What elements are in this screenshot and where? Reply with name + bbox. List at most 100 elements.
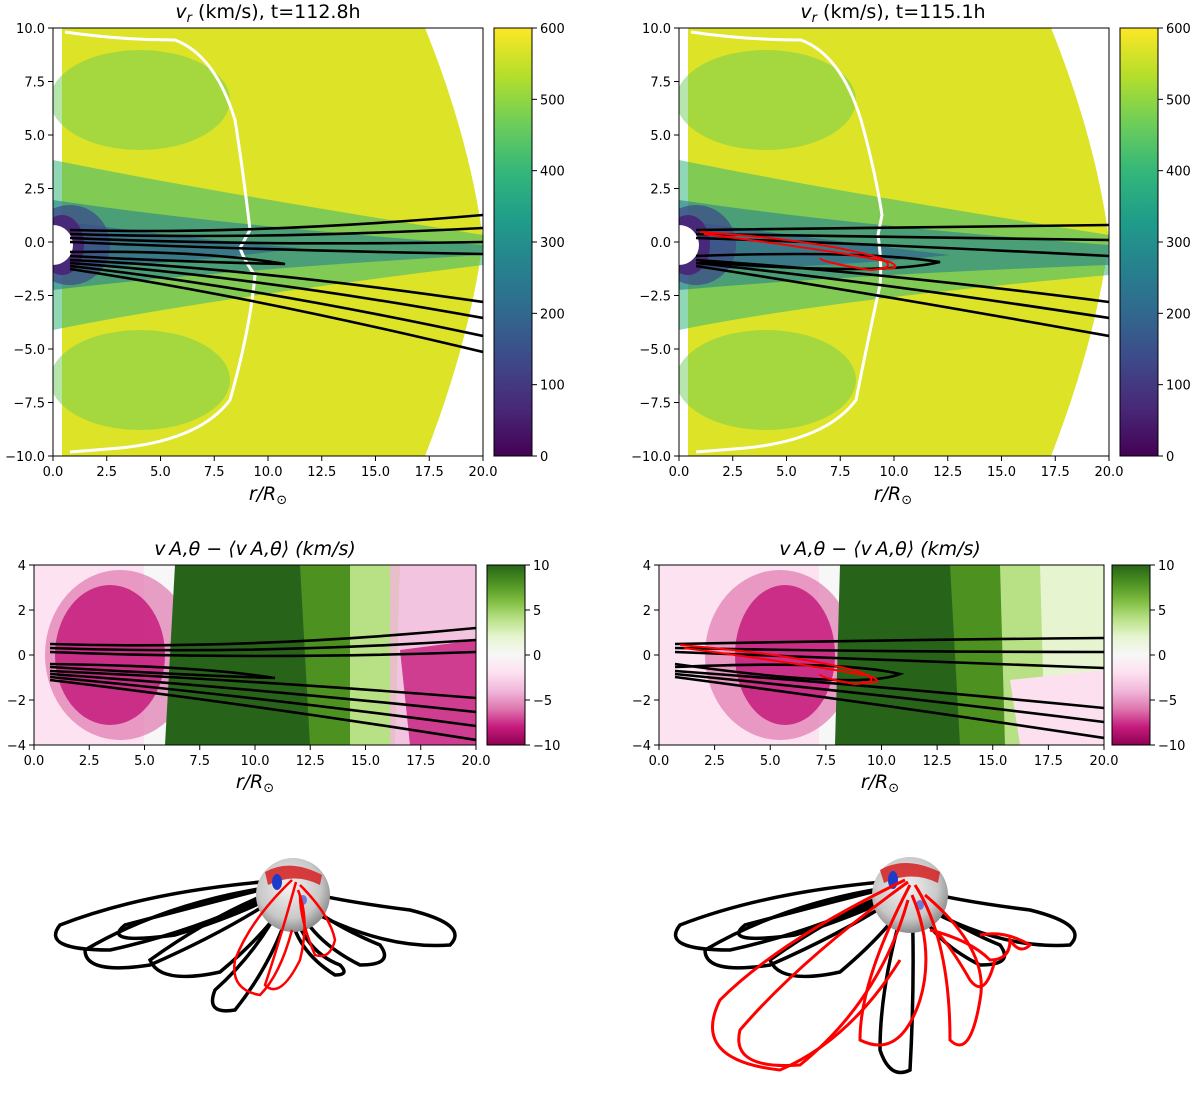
colorbar: 600 500 400 300 200 100 0 (1119, 22, 1191, 465)
colorbar: 10 5 0 −5 −10 (1111, 559, 1185, 754)
x-tick-label: 17.5 (415, 465, 444, 480)
colorbar-tick-label: 200 (1166, 307, 1191, 322)
y-tick-label: 10.0 (642, 22, 671, 37)
panel-vr-t115: vr (km/s), t=115.1h (631, 1, 1191, 508)
flux-rope-lines (679, 644, 879, 686)
y-tick-label: 0 (643, 649, 651, 664)
x-tick-label: 0.0 (24, 754, 45, 769)
y-tick-label: −4 (632, 739, 651, 754)
x-tick-label: 15.0 (978, 754, 1007, 769)
x-tick-label: 20.0 (1095, 465, 1124, 480)
y-tick-label: −5.0 (639, 343, 671, 358)
y-tick-label: 0.0 (24, 236, 45, 251)
x-tick-label: 20.0 (462, 754, 491, 769)
x-tick-label: 0.0 (649, 754, 670, 769)
x-tick-label: 20.0 (1090, 754, 1119, 769)
y-tick-label: 0.0 (650, 236, 671, 251)
y-ticks: 10.0 7.5 5.0 2.5 0.0 −2.5 −5.0 −7.5 −10.0 (631, 22, 679, 465)
x-tick-label: 15.0 (987, 465, 1016, 480)
x-tick-label: 12.5 (307, 465, 336, 480)
y-tick-label: 4 (643, 559, 651, 574)
red-flux-rope-loops (233, 879, 337, 997)
red-flux-rope-loops (711, 878, 1033, 1072)
x-ticks: 0.0 2.5 5.0 7.5 10.0 12.5 15.0 17.5 20.0 (43, 456, 497, 480)
colorbar: 600 500 400 300 200 100 0 (493, 22, 565, 465)
x-tick-label: 2.5 (96, 465, 117, 480)
y-ticks: 4 2 0 −2 −4 (632, 559, 659, 754)
x-ticks: 0.0 2.5 5.0 7.5 10.0 12.5 15.0 17.5 20.0 (649, 745, 1119, 769)
colorbar-tick-label: 5 (533, 604, 541, 619)
panel-va-theta-left: v A,θ − ⟨v A,θ⟩ (km/s) 0.0 2.5 5.0 (7, 538, 561, 796)
y-tick-label: 2.5 (24, 183, 45, 198)
field-lines (674, 636, 1104, 740)
y-tick-label: 10.0 (16, 22, 45, 37)
colorbar-tick-label: 5 (1158, 604, 1166, 619)
separatrix-line (690, 30, 884, 454)
panel-va-theta-right: v A,θ − ⟨v A,θ⟩ (km/s) (632, 538, 1186, 796)
y-tick-label: 5.0 (24, 129, 45, 144)
y-tick-label: 5.0 (650, 129, 671, 144)
y-tick-label: −4 (7, 739, 26, 754)
colorbar-tick-label: 500 (1166, 93, 1191, 108)
y-tick-label: −7.5 (639, 397, 671, 412)
colorbar-tick-label: 10 (533, 559, 550, 574)
x-tick-label: 7.5 (189, 754, 210, 769)
colorbar-tick-label: −5 (1158, 694, 1177, 709)
x-axis-label: r/R⊙ (874, 483, 912, 508)
y-tick-label: −7.5 (13, 397, 45, 412)
x-tick-label: 5.0 (150, 465, 171, 480)
panel-title: vr (km/s), t=112.8h (175, 1, 360, 26)
panel-vr-t112: vr (km/s), t=112.8h (5, 1, 565, 508)
va-heatmap (659, 565, 1104, 745)
y-tick-label: −5.0 (13, 343, 45, 358)
flux-rope-lines (699, 231, 897, 272)
x-tick-label: 10.0 (254, 465, 283, 480)
x-tick-label: 5.0 (134, 754, 155, 769)
field-lines (695, 223, 1109, 338)
colorbar-tick-label: −10 (1158, 739, 1185, 754)
y-tick-label: 0 (18, 649, 26, 664)
colorbar-tick-label: 600 (540, 22, 565, 37)
render-3d-left (53, 858, 457, 1013)
y-ticks: 4 2 0 −2 −4 (7, 559, 34, 754)
y-tick-label: 2 (18, 604, 26, 619)
colorbar-tick-label: 100 (1166, 379, 1191, 394)
colorbar-tick-label: 600 (1166, 22, 1191, 37)
x-tick-label: 0.0 (669, 465, 690, 480)
x-axis-label: r/R⊙ (236, 771, 274, 796)
x-ticks: 0.0 2.5 5.0 7.5 10.0 12.5 15.0 17.5 20.0 (669, 456, 1124, 480)
x-tick-label: 2.5 (79, 754, 100, 769)
x-tick-label: 10.0 (880, 465, 909, 480)
black-field-loops (53, 878, 457, 1013)
x-tick-label: 15.0 (361, 465, 390, 480)
x-tick-label: 17.5 (1041, 465, 1070, 480)
va-heatmap (34, 565, 476, 745)
colorbar-tick-label: −10 (533, 739, 560, 754)
x-tick-label: 2.5 (704, 754, 725, 769)
y-tick-label: 4 (18, 559, 26, 574)
x-tick-label: 17.5 (406, 754, 435, 769)
x-axis-label: r/R⊙ (861, 771, 899, 796)
field-lines (69, 213, 483, 354)
y-tick-label: −10.0 (631, 450, 671, 465)
x-tick-label: 5.0 (760, 754, 781, 769)
colorbar-tick-label: 200 (540, 307, 565, 322)
x-tick-label: 7.5 (204, 465, 225, 480)
colorbar-tick-label: 100 (540, 379, 565, 394)
x-tick-label: 5.0 (776, 465, 797, 480)
separatrix-line (64, 30, 257, 454)
colorbar: 10 5 0 −5 −10 (486, 559, 560, 754)
colorbar-tick-label: 0 (1158, 649, 1166, 664)
y-tick-label: −2 (632, 694, 651, 709)
sun-disk (679, 225, 699, 265)
y-tick-label: −2.5 (639, 290, 671, 305)
x-tick-label: 7.5 (830, 465, 851, 480)
colorbar-tick-label: 10 (1158, 559, 1175, 574)
y-tick-label: 2.5 (650, 183, 671, 198)
y-tick-label: 2 (643, 604, 651, 619)
colorbar-tick-label: 0 (533, 649, 541, 664)
colorbar-tick-label: 300 (1166, 236, 1191, 251)
panel-title: vr (km/s), t=115.1h (800, 1, 985, 26)
y-tick-label: −2 (7, 694, 26, 709)
